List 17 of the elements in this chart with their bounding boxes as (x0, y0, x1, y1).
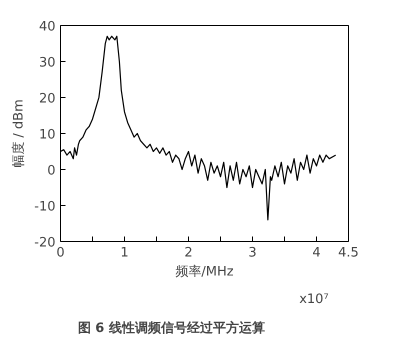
x-tick-label: 4.5 (338, 246, 359, 260)
y-axis-title: 幅度 / dBm (10, 99, 26, 168)
y-tick-label: 40 (38, 20, 56, 34)
y-tick-label: -20 (34, 236, 56, 250)
y-tick-label: 10 (38, 128, 56, 142)
x-axis-title: 频率/MHz (175, 264, 234, 280)
y-tick-label: 30 (38, 56, 56, 70)
x-tick-label: 2 (184, 246, 193, 260)
caption: 图 6 线性调频信号经过平方运算 (78, 320, 265, 336)
y-tick-label: -10 (34, 200, 56, 214)
y-tick-label: 0 (47, 164, 56, 178)
x-tick-label: 1 (120, 246, 129, 260)
x-tick-label: 4 (312, 246, 321, 260)
text: x10⁷ (299, 292, 329, 307)
line-series (60, 36, 336, 220)
y-tick-label: 20 (38, 92, 56, 106)
x-tick-label: 3 (248, 246, 257, 260)
